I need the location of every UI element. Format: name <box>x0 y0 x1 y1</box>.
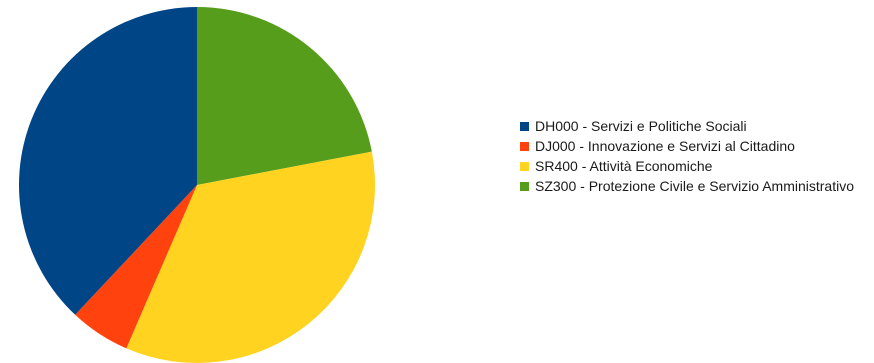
legend: DH000 - Servizi e Politiche Sociali DJ00… <box>520 118 865 198</box>
legend-swatch-sr400 <box>520 162 529 171</box>
legend-item-dh000: DH000 - Servizi e Politiche Sociali <box>520 118 865 134</box>
pie-slice-sz300 <box>197 7 372 185</box>
pie-slice-dj000 <box>75 185 197 349</box>
pie-slice-dh000 <box>18 7 197 315</box>
legend-item-sz300: SZ300 - Protezione Civile e Servizio Amm… <box>520 178 865 194</box>
legend-item-dj000: DJ000 - Innovazione e Servizi al Cittadi… <box>520 138 865 154</box>
legend-label-dj000: DJ000 - Innovazione e Servizi al Cittadi… <box>535 138 795 154</box>
legend-swatch-dj000 <box>520 142 529 151</box>
legend-swatch-dh000 <box>520 122 529 131</box>
legend-swatch-sz300 <box>520 182 529 191</box>
legend-label-sz300: SZ300 - Protezione Civile e Servizio Amm… <box>535 178 855 194</box>
legend-label-dh000: DH000 - Servizi e Politiche Sociali <box>535 118 747 134</box>
legend-item-sr400: SR400 - Attività Economiche <box>520 158 865 174</box>
pie-slice-sr400 <box>126 151 376 363</box>
legend-label-sr400: SR400 - Attività Economiche <box>535 158 713 174</box>
